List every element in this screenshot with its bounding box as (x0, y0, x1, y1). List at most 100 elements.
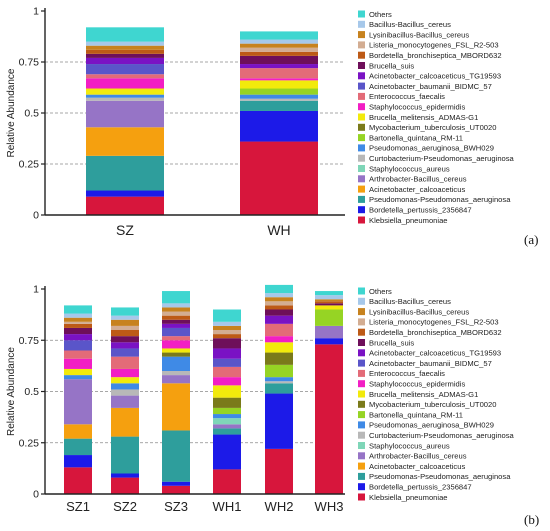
c1-legend-swatch-1 (358, 20, 365, 28)
c2-bar-segment-SZ3-9 (162, 352, 190, 357)
c1-bar-segment-WH-14 (240, 64, 318, 69)
c1-legend-label-2: Lysinibacillus-Bacillus_cereus (369, 30, 469, 39)
c1-bar-segment-WH-1 (240, 110, 318, 142)
c2-legend-swatch-2 (358, 308, 365, 316)
c2-bar-segment-WH3-15 (315, 303, 343, 306)
c2-bar-segment-WH2-18 (265, 297, 293, 302)
c2-legend-label-13: Pseudomonas_aeruginosa_BWH029 (369, 421, 494, 430)
c2-y-tick-label-0: 0 (33, 489, 39, 501)
c2-bar-segment-SZ3-18 (162, 307, 190, 312)
c2-bar-segment-WH3-8 (315, 309, 343, 326)
c2-bar-segment-SZ1-11 (64, 358, 92, 369)
c2-bar-segment-SZ3-13 (162, 327, 190, 337)
c2-bar-segment-SZ1-12 (64, 350, 92, 359)
c2-bar-segment-WH1-8 (213, 407, 241, 415)
c1-y-tick-label-3: 0.75 (19, 57, 40, 69)
c1-bar-segment-SZ-10 (86, 88, 164, 95)
c1-bar-segment-SZ-15 (86, 53, 164, 58)
c2-legend-swatch-12 (358, 411, 365, 419)
c2-bar-segment-WH1-7 (213, 414, 241, 419)
c2-bar-segment-WH2-0 (265, 448, 293, 494)
c2-bar-segment-SZ2-12 (111, 356, 139, 369)
c1-bar-segment-WH-17 (240, 47, 318, 52)
c1-y-axis-title: Relative Abundance (6, 68, 17, 157)
c1-legend-swatch-0 (358, 10, 365, 18)
c2-legend-swatch-16 (358, 452, 365, 460)
c1-bar-segment-SZ-6 (86, 97, 164, 101)
c2-bar-segment-SZ2-3 (111, 407, 139, 437)
c1-bar-segment-WH-18 (240, 43, 318, 48)
c1-legend-swatch-11 (358, 123, 365, 131)
c2-bar-segment-WH1-10 (213, 385, 241, 398)
c1-legend-label-0: Others (369, 10, 392, 19)
c1-legend-label-14: Curtobacterium-Pseudomonas_aeruginosa (369, 154, 515, 163)
c1-bar-segment-SZ-16 (86, 49, 164, 54)
c1-bar-segment-SZ-1 (86, 190, 164, 197)
c2-bar-segment-SZ3-2 (162, 430, 190, 482)
c2-bar-segment-SZ2-17 (111, 325, 139, 330)
c1-legend-swatch-20 (358, 216, 365, 224)
c2-bar-segment-SZ3-20 (162, 291, 190, 304)
c2-legend-swatch-0 (358, 287, 365, 295)
c2-x-tick-label-SZ1: SZ1 (66, 499, 90, 514)
c2-bar-segment-WH1-11 (213, 377, 241, 386)
c2-bar-segment-WH3-0 (315, 344, 343, 494)
c2-bar-segment-SZ3-4 (162, 375, 190, 384)
c1-legend-swatch-7 (358, 82, 365, 90)
c1-bar-segment-SZ-7 (86, 94, 164, 98)
c1-y-tick-label-2: 0.5 (24, 108, 39, 120)
c2-bar-segment-SZ3-17 (162, 311, 190, 316)
c1-bar-segment-SZ-2 (86, 155, 164, 191)
c1-bar-segment-WH-12 (240, 68, 318, 79)
c1-legend-label-10: Brucella_melitensis_ADMAS-G1 (369, 113, 478, 122)
c2-legend-label-0: Others (369, 287, 392, 296)
c2-legend-label-5: Brucella_suis (369, 338, 414, 347)
c2-bar-segment-SZ2-4 (111, 395, 139, 408)
c1-bar-segment-SZ-11 (86, 78, 164, 89)
c2-bar-segment-WH1-12 (213, 366, 241, 378)
c2-legend-swatch-7 (358, 359, 365, 367)
panel-label-a: (a) (524, 232, 539, 247)
c2-bar-segment-SZ2-10 (111, 377, 139, 384)
c2-legend-swatch-4 (358, 328, 365, 336)
c2-bar-segment-WH1-20 (213, 309, 241, 322)
c2-bar-segment-SZ2-1 (111, 473, 139, 478)
c2-legend-swatch-5 (358, 339, 365, 346)
c2-legend-swatch-9 (358, 380, 365, 388)
c2-bar-segment-SZ2-2 (111, 436, 139, 474)
c2-bar-segment-SZ3-3 (162, 383, 190, 431)
c2-bar-segment-SZ1-1 (64, 455, 92, 468)
c2-bar-segment-SZ1-10 (64, 368, 92, 376)
c1-legend-label-17: Acinetobacter_calcoaceticus (369, 185, 465, 194)
c2-bar-segment-WH1-18 (213, 325, 241, 330)
c2-bar-segment-SZ3-12 (162, 336, 190, 341)
c2-legend-label-6: Acinetobacter_calcoaceticus_TG19593 (369, 349, 501, 358)
c2-bar-segment-WH2-10 (265, 342, 293, 353)
c1-legend-label-18: Pseudomonas-Pseudomonas_aeruginosa (369, 195, 511, 204)
c1-legend-swatch-5 (358, 62, 365, 69)
c2-bar-segment-WH1-9 (213, 397, 241, 408)
c2-legend-swatch-1 (358, 297, 365, 305)
c2-bar-segment-WH2-20 (265, 284, 293, 294)
c2-bar-segment-WH1-14 (213, 348, 241, 359)
c2-bar-segment-SZ2-20 (111, 307, 139, 316)
c2-legend-swatch-19 (358, 483, 365, 491)
c1-legend-swatch-16 (358, 175, 365, 183)
c2-bar-segment-WH1-13 (213, 358, 241, 367)
c2-bar-segment-SZ3-11 (162, 340, 190, 349)
c1-y-tick-label-1: 0.25 (19, 159, 40, 171)
c1-legend-label-8: Enterococcus_faecalis (369, 92, 445, 101)
c2-y-tick-label-2: 0.5 (24, 386, 39, 398)
c2-bar-segment-SZ3-6 (162, 371, 190, 376)
c2-bar-segment-SZ1-18 (64, 317, 92, 322)
c2-legend-swatch-8 (358, 369, 365, 377)
c2-bar-segment-WH1-4 (213, 424, 241, 429)
c2-bar-segment-WH2-11 (265, 336, 293, 343)
c2-legend-label-4: Bordetella_bronchiseptica_MBORD632 (369, 328, 502, 337)
c2-y-tick-label-3: 0.75 (19, 335, 40, 347)
c2-bar-segment-SZ1-0 (64, 467, 92, 494)
c2-legend-label-19: Bordetella_pertussis_2356847 (369, 483, 472, 492)
c2-bar-segment-SZ3-1 (162, 481, 190, 486)
c2-x-tick-label-SZ2: SZ2 (113, 499, 137, 514)
